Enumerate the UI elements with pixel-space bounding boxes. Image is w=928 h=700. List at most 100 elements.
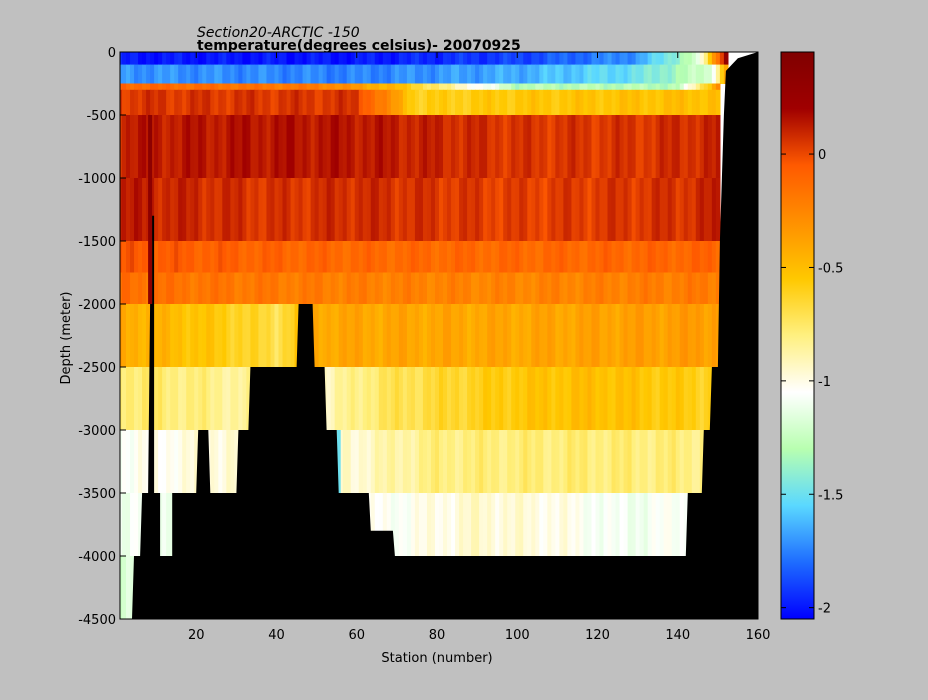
heatmap-cell xyxy=(623,52,629,66)
heatmap-cell xyxy=(222,178,227,242)
heatmap-cell xyxy=(122,64,127,84)
heatmap-cell xyxy=(406,367,412,431)
heatmap-cell xyxy=(543,430,548,494)
heatmap-cell xyxy=(663,367,669,431)
heatmap-cell xyxy=(591,241,597,273)
heatmap-cell xyxy=(298,64,304,84)
heatmap-cell xyxy=(166,83,171,91)
heatmap-cell xyxy=(342,367,348,431)
heatmap-cell xyxy=(439,115,444,179)
heatmap-cell xyxy=(130,556,135,619)
heatmap-cell xyxy=(503,178,508,242)
heatmap-cell xyxy=(242,367,247,431)
heatmap-cell xyxy=(262,304,268,368)
heatmap-cell xyxy=(294,83,300,91)
heatmap-cell xyxy=(182,178,187,242)
heatmap-cell xyxy=(214,83,219,91)
heatmap-cell xyxy=(563,178,568,242)
heatmap-cell xyxy=(463,272,468,305)
heatmap-cell xyxy=(190,64,195,84)
x-tick-label: 120 xyxy=(585,628,610,643)
heatmap-cell xyxy=(643,493,649,557)
heatmap-cell xyxy=(250,83,256,91)
heatmap-cell xyxy=(430,367,436,431)
heatmap-cell xyxy=(531,304,536,368)
heatmap-cell xyxy=(418,89,424,116)
heatmap-cell xyxy=(703,241,709,273)
heatmap-cell xyxy=(214,272,219,305)
heatmap-cell xyxy=(547,52,552,66)
heatmap-cell xyxy=(186,241,191,273)
heatmap-cell xyxy=(310,178,316,242)
heatmap-cell xyxy=(535,83,540,91)
heatmap-cell xyxy=(591,178,597,242)
heatmap-cell xyxy=(511,367,516,431)
heatmap-cell xyxy=(358,64,364,84)
heatmap-cell xyxy=(202,115,207,179)
heatmap-cell xyxy=(467,304,472,368)
heatmap-cell xyxy=(430,89,436,116)
heatmap-cell xyxy=(234,83,239,91)
y-tick-label: -3500 xyxy=(78,487,116,502)
heatmap-cell xyxy=(434,178,440,242)
heatmap-cell xyxy=(483,64,488,84)
heatmap-cell xyxy=(318,178,324,242)
heatmap-cell xyxy=(627,493,633,557)
heatmap-cell xyxy=(270,115,276,179)
heatmap-cell xyxy=(683,241,689,273)
heatmap-cell xyxy=(414,52,420,66)
y-tick-label: -3000 xyxy=(78,424,116,439)
heatmap-cell xyxy=(134,493,139,557)
heatmap-cell xyxy=(238,178,243,242)
heatmap-cell xyxy=(579,367,585,431)
heatmap-cell xyxy=(166,272,171,305)
heatmap-cell xyxy=(390,178,396,242)
heatmap-cell xyxy=(483,304,488,368)
heatmap-cell xyxy=(551,89,556,116)
heatmap-cell xyxy=(451,367,456,431)
heatmap-cell xyxy=(134,83,139,91)
heatmap-cell xyxy=(495,83,500,91)
heatmap-cell xyxy=(342,241,348,273)
heatmap-cell xyxy=(703,89,709,116)
y-tick-label: -500 xyxy=(86,109,116,124)
heatmap-cell xyxy=(439,304,444,368)
heatmap-cell xyxy=(611,115,617,179)
heatmap-cell xyxy=(250,89,256,116)
heatmap-cell xyxy=(126,367,131,431)
heatmap-cell xyxy=(302,241,308,273)
heatmap-cell xyxy=(719,52,725,66)
heatmap-cell xyxy=(683,430,689,494)
heatmap-cell xyxy=(222,367,227,431)
heatmap-cell xyxy=(186,178,191,242)
heatmap-cell xyxy=(607,430,613,494)
heatmap-cell xyxy=(150,64,155,84)
heatmap-cell xyxy=(511,272,516,305)
heatmap-cell xyxy=(547,241,552,273)
heatmap-cell xyxy=(475,64,480,84)
heatmap-cell xyxy=(611,83,617,91)
anomaly-streaks xyxy=(148,115,341,493)
heatmap-cell xyxy=(398,367,404,431)
colorbar: 0-0.5-1-1.5-2 xyxy=(780,51,843,620)
heatmap-cell xyxy=(463,64,468,84)
heatmap-cell xyxy=(254,115,260,179)
heatmap-cell xyxy=(467,241,472,273)
heatmap-cell xyxy=(282,272,288,305)
heatmap-cell xyxy=(475,89,480,116)
heatmap-cell xyxy=(663,304,669,368)
heatmap-cell xyxy=(346,178,352,242)
heatmap-cell xyxy=(378,64,384,84)
heatmap-cell xyxy=(434,367,440,431)
heatmap-cell xyxy=(539,272,544,305)
heatmap-cell xyxy=(459,430,464,494)
heatmap-cell xyxy=(322,115,328,179)
heatmap-cell xyxy=(158,89,163,116)
heatmap-cell xyxy=(679,52,685,66)
heatmap-cell xyxy=(671,272,677,305)
heatmap-cell xyxy=(330,178,336,242)
heatmap-cell xyxy=(595,430,601,494)
heatmap-cell xyxy=(627,52,633,66)
heatmap-cell xyxy=(511,241,516,273)
heatmap-cell xyxy=(406,89,412,116)
